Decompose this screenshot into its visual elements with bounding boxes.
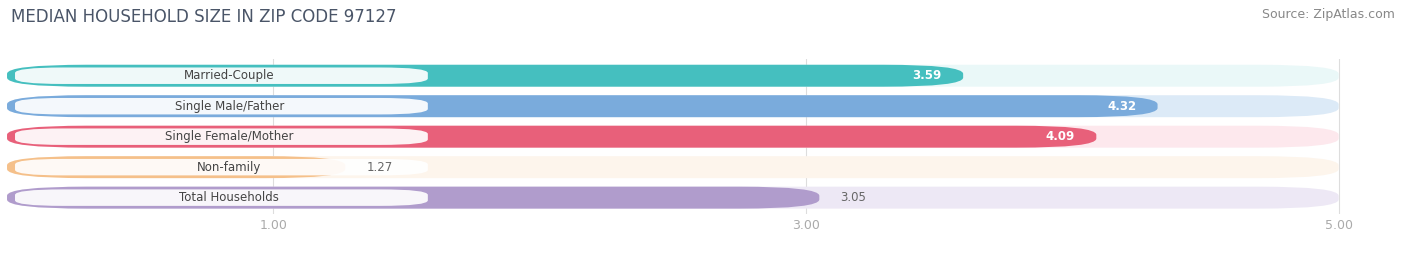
Text: 1.27: 1.27 — [367, 161, 392, 174]
Text: 4.32: 4.32 — [1107, 100, 1136, 113]
FancyBboxPatch shape — [15, 159, 427, 175]
Text: Source: ZipAtlas.com: Source: ZipAtlas.com — [1261, 8, 1395, 21]
FancyBboxPatch shape — [7, 187, 1339, 209]
FancyBboxPatch shape — [7, 126, 1097, 148]
Text: Single Male/Father: Single Male/Father — [174, 100, 284, 113]
Text: Single Female/Mother: Single Female/Mother — [165, 130, 294, 143]
Text: Total Households: Total Households — [180, 191, 280, 204]
FancyBboxPatch shape — [7, 156, 1339, 178]
FancyBboxPatch shape — [7, 65, 1339, 87]
Text: 3.05: 3.05 — [841, 191, 866, 204]
Text: Married-Couple: Married-Couple — [184, 69, 274, 82]
FancyBboxPatch shape — [7, 95, 1157, 117]
FancyBboxPatch shape — [7, 126, 1339, 148]
FancyBboxPatch shape — [15, 189, 427, 206]
Text: MEDIAN HOUSEHOLD SIZE IN ZIP CODE 97127: MEDIAN HOUSEHOLD SIZE IN ZIP CODE 97127 — [11, 8, 396, 26]
Text: Non-family: Non-family — [197, 161, 262, 174]
Text: 3.59: 3.59 — [912, 69, 942, 82]
FancyBboxPatch shape — [15, 98, 427, 114]
FancyBboxPatch shape — [15, 68, 427, 84]
Text: 4.09: 4.09 — [1046, 130, 1076, 143]
FancyBboxPatch shape — [7, 187, 820, 209]
FancyBboxPatch shape — [7, 95, 1339, 117]
FancyBboxPatch shape — [7, 65, 963, 87]
FancyBboxPatch shape — [7, 156, 346, 178]
FancyBboxPatch shape — [15, 128, 427, 145]
